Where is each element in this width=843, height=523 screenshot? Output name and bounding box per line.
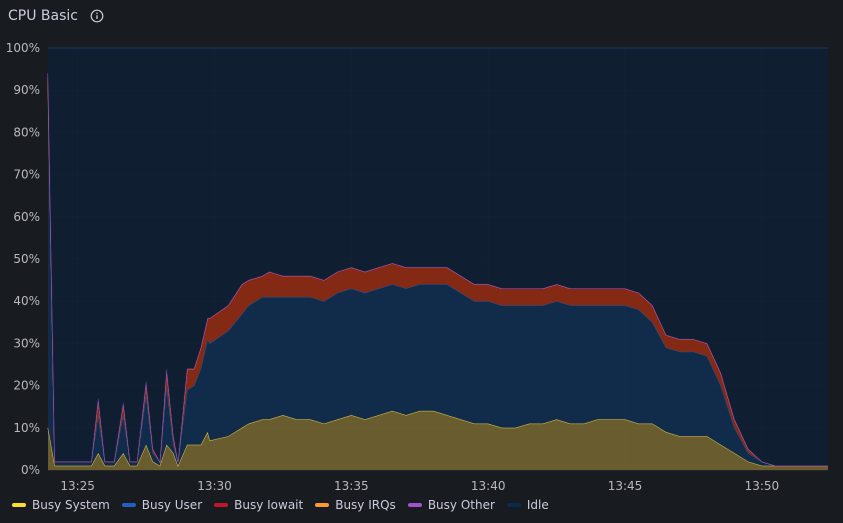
- area-idle: [48, 48, 828, 466]
- legend-label: Busy User: [141, 498, 203, 512]
- legend-label: Busy Iowait: [234, 498, 304, 512]
- legend-item-busy-system[interactable]: Busy System: [12, 498, 110, 512]
- y-tick-label: 40%: [13, 294, 40, 308]
- legend-label: Busy Other: [427, 498, 495, 512]
- chart-legend: Busy System Busy User Busy Iowait Busy IRQs…: [12, 496, 549, 514]
- legend-item-idle[interactable]: Idle: [506, 498, 549, 512]
- y-tick-label: 100%: [6, 41, 40, 55]
- legend-label: Busy System: [32, 498, 110, 512]
- legend-label: Idle: [526, 498, 549, 512]
- x-tick-label: 13:25: [60, 479, 95, 490]
- y-tick-label: 90%: [13, 83, 40, 97]
- panel-header: CPU Basic: [0, 0, 843, 32]
- y-tick-label: 30%: [13, 336, 40, 350]
- y-tick-label: 50%: [13, 252, 40, 266]
- cpu-chart[interactable]: 0% 10% 20% 30% 40% 50% 60% 70% 80% 90% 100% 13:25 13…: [0, 0, 843, 490]
- legend-swatch: [506, 503, 521, 507]
- x-tick-label: 13:45: [608, 479, 643, 490]
- y-tick-label: 20%: [13, 379, 40, 393]
- legend-swatch: [407, 503, 422, 507]
- panel-title[interactable]: CPU Basic: [8, 8, 78, 24]
- x-tick-label: 13:30: [197, 479, 232, 490]
- area-busy-iowait: [48, 77, 828, 466]
- x-tick-label: 13:40: [471, 479, 506, 490]
- legend-item-busy-user[interactable]: Busy User: [121, 498, 203, 512]
- legend-label: Busy IRQs: [335, 498, 396, 512]
- legend-item-busy-irqs[interactable]: Busy IRQs: [315, 498, 396, 512]
- legend-swatch: [214, 503, 229, 507]
- y-tick-label: 0%: [21, 463, 40, 477]
- area-busy-system: [48, 410, 828, 470]
- y-tick-label: 80%: [13, 125, 40, 139]
- y-tick-label: 60%: [13, 210, 40, 224]
- chart-areas: [47, 47, 828, 470]
- chart-axes: 0% 10% 20% 30% 40% 50% 60% 70% 80% 90% 100% 13:25 13…: [6, 41, 779, 490]
- legend-item-busy-iowait[interactable]: Busy Iowait: [214, 498, 303, 512]
- area-busy-user: [48, 90, 828, 466]
- info-icon[interactable]: [90, 9, 104, 23]
- x-tick-label: 13:50: [745, 479, 780, 490]
- legend-swatch: [121, 503, 136, 507]
- y-tick-label: 70%: [13, 168, 40, 182]
- legend-swatch: [315, 503, 330, 507]
- x-tick-label: 13:35: [334, 479, 369, 490]
- legend-item-busy-other[interactable]: Busy Other: [407, 498, 495, 512]
- y-tick-label: 10%: [13, 421, 40, 435]
- legend-swatch: [12, 503, 26, 507]
